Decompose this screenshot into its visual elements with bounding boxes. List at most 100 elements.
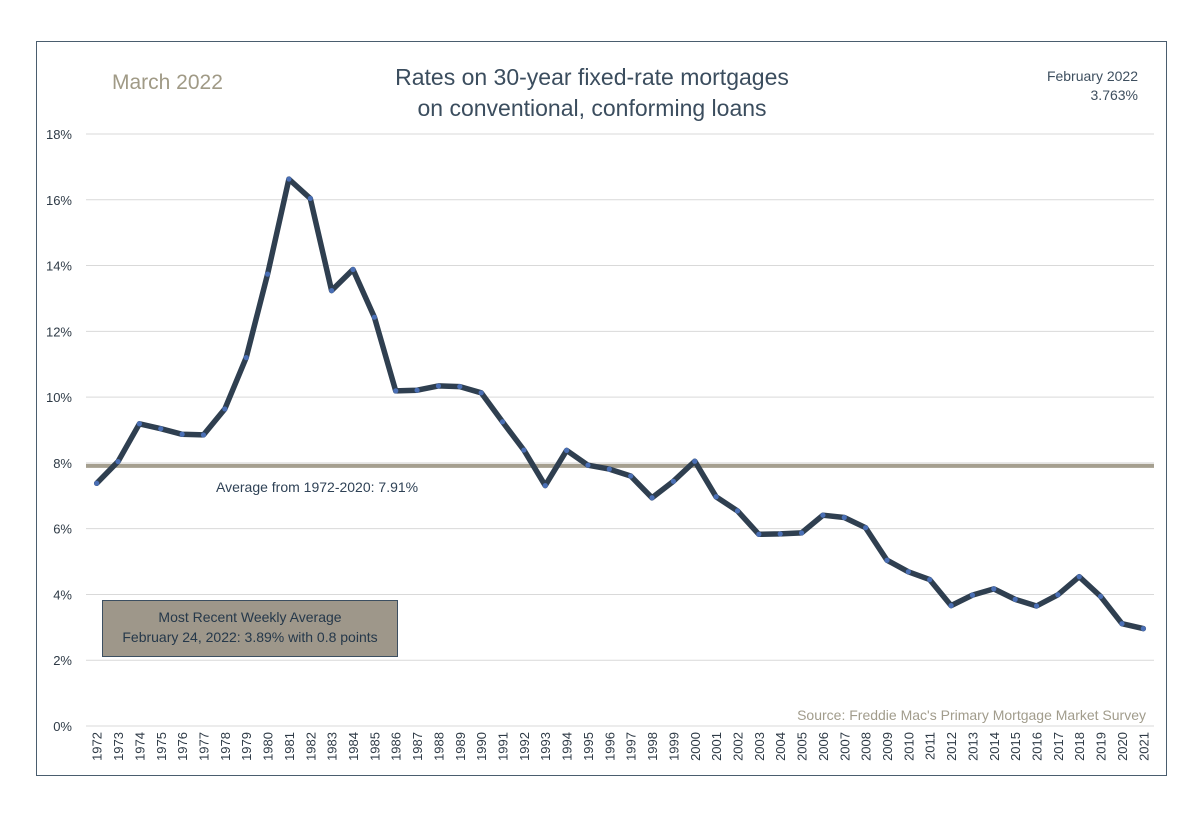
x-tick-label: 1990	[474, 732, 489, 761]
x-tick-label: 1984	[346, 732, 361, 761]
data-point	[94, 480, 100, 486]
x-tick-label: 1997	[624, 732, 639, 761]
data-point	[1098, 593, 1104, 600]
data-point	[606, 466, 612, 472]
x-tick-label: 1991	[496, 732, 511, 761]
weekly-average-title: Most Recent Weekly Average	[158, 609, 342, 625]
x-tick-label: 1993	[538, 732, 553, 761]
data-point	[1140, 626, 1146, 632]
latest-value-note: February 2022 3.763%	[1047, 67, 1138, 105]
x-tick-label: 2007	[837, 732, 852, 761]
data-point	[991, 586, 997, 592]
x-tick-label: 1994	[560, 732, 575, 761]
data-point	[499, 419, 506, 425]
data-point	[521, 447, 527, 453]
y-tick-label: 14%	[46, 259, 72, 274]
data-point	[329, 287, 335, 294]
x-tick-label: 2001	[709, 732, 724, 761]
data-point	[115, 458, 121, 465]
y-tick-label: 2%	[53, 653, 72, 668]
weekly-average-box: Most Recent Weekly Average February 24, …	[102, 600, 398, 657]
x-tick-label: 2020	[1115, 732, 1130, 761]
data-point	[692, 458, 698, 464]
x-tick-label: 2011	[923, 732, 938, 760]
y-tick-label: 16%	[46, 193, 72, 208]
x-tick-label: 1998	[645, 732, 660, 761]
y-tick-label: 8%	[53, 456, 72, 471]
data-point	[542, 482, 548, 489]
data-point	[158, 426, 164, 432]
data-point	[264, 271, 271, 277]
data-point	[628, 473, 634, 479]
x-tick-label: 2002	[730, 732, 745, 761]
average-label: Average from 1972-2020: 7.91%	[216, 479, 419, 495]
y-tick-label: 0%	[53, 719, 72, 734]
x-axis-tick-labels: 1972 1973 1974 1975 1976 1977 1978 1979 1980 1981…	[90, 732, 1152, 761]
latest-month: February 2022	[1046, 68, 1138, 84]
x-tick-label: 2019	[1094, 732, 1109, 761]
y-tick-label: 12%	[46, 324, 72, 339]
x-tick-label: 2012	[944, 732, 959, 761]
data-point	[136, 421, 142, 427]
x-tick-label: 2010	[901, 732, 916, 761]
x-tick-label: 1975	[154, 732, 169, 761]
x-tick-label: 1986	[389, 732, 404, 761]
x-tick-label: 2016	[1030, 732, 1045, 761]
x-tick-label: 2003	[752, 732, 767, 761]
data-point	[350, 266, 356, 273]
x-tick-label: 1972	[90, 732, 105, 761]
x-tick-label: 1983	[325, 732, 340, 761]
chart-title: Rates on 30-year fixed-rate mortgages on…	[300, 62, 884, 124]
data-point-markers	[94, 176, 1146, 632]
y-tick-label: 6%	[53, 522, 72, 537]
x-tick-label: 1973	[111, 732, 126, 761]
x-tick-label: 2013	[965, 732, 980, 761]
chart-title-line-2: on conventional, conforming loans	[417, 95, 767, 121]
x-tick-label: 2015	[1008, 732, 1023, 761]
rate-series-line	[93, 176, 1147, 632]
x-tick-label: 1996	[602, 732, 617, 761]
x-tick-label: 2004	[773, 732, 788, 761]
data-point	[200, 432, 207, 438]
y-tick-label: 10%	[46, 390, 72, 405]
data-point	[841, 514, 847, 521]
x-tick-label: 2021	[1136, 732, 1151, 761]
data-point	[371, 314, 377, 320]
data-point	[884, 557, 890, 563]
data-point	[1076, 574, 1082, 580]
x-tick-label: 1976	[175, 732, 190, 761]
x-tick-label: 2018	[1072, 732, 1087, 761]
data-point	[863, 525, 869, 531]
data-point	[734, 508, 741, 514]
data-point	[927, 577, 933, 583]
x-tick-label: 2000	[688, 732, 703, 761]
x-tick-label: 1985	[367, 732, 382, 761]
x-tick-label: 2005	[795, 732, 810, 761]
y-tick-label: 4%	[53, 587, 72, 602]
x-tick-label: 2017	[1051, 732, 1066, 761]
x-tick-label: 1977	[196, 732, 211, 761]
data-point	[435, 383, 442, 389]
x-tick-label: 1992	[517, 732, 532, 761]
gridlines	[86, 133, 1154, 727]
data-point	[969, 592, 976, 598]
data-point	[457, 383, 463, 390]
report-date: March 2022	[112, 71, 223, 94]
data-point	[1119, 621, 1125, 627]
data-point	[777, 531, 783, 537]
x-tick-label: 1988	[431, 732, 446, 761]
x-tick-label: 1989	[453, 732, 468, 761]
x-tick-label: 1979	[239, 732, 254, 761]
x-tick-label: 1978	[218, 732, 233, 761]
chart-title-line-1: Rates on 30-year fixed-rate mortgages	[395, 64, 789, 90]
weekly-average-value: February 24, 2022: 3.89% with 0.8 points	[122, 629, 378, 645]
data-point	[798, 530, 805, 536]
data-point	[222, 406, 228, 412]
source-note: Source: Freddie Mac's Primary Mortgage M…	[797, 707, 1146, 723]
data-point	[585, 462, 591, 468]
x-tick-label: 2014	[987, 732, 1002, 761]
data-point	[393, 388, 399, 394]
x-tick-label: 1982	[303, 732, 318, 761]
x-tick-label: 2009	[880, 732, 895, 761]
